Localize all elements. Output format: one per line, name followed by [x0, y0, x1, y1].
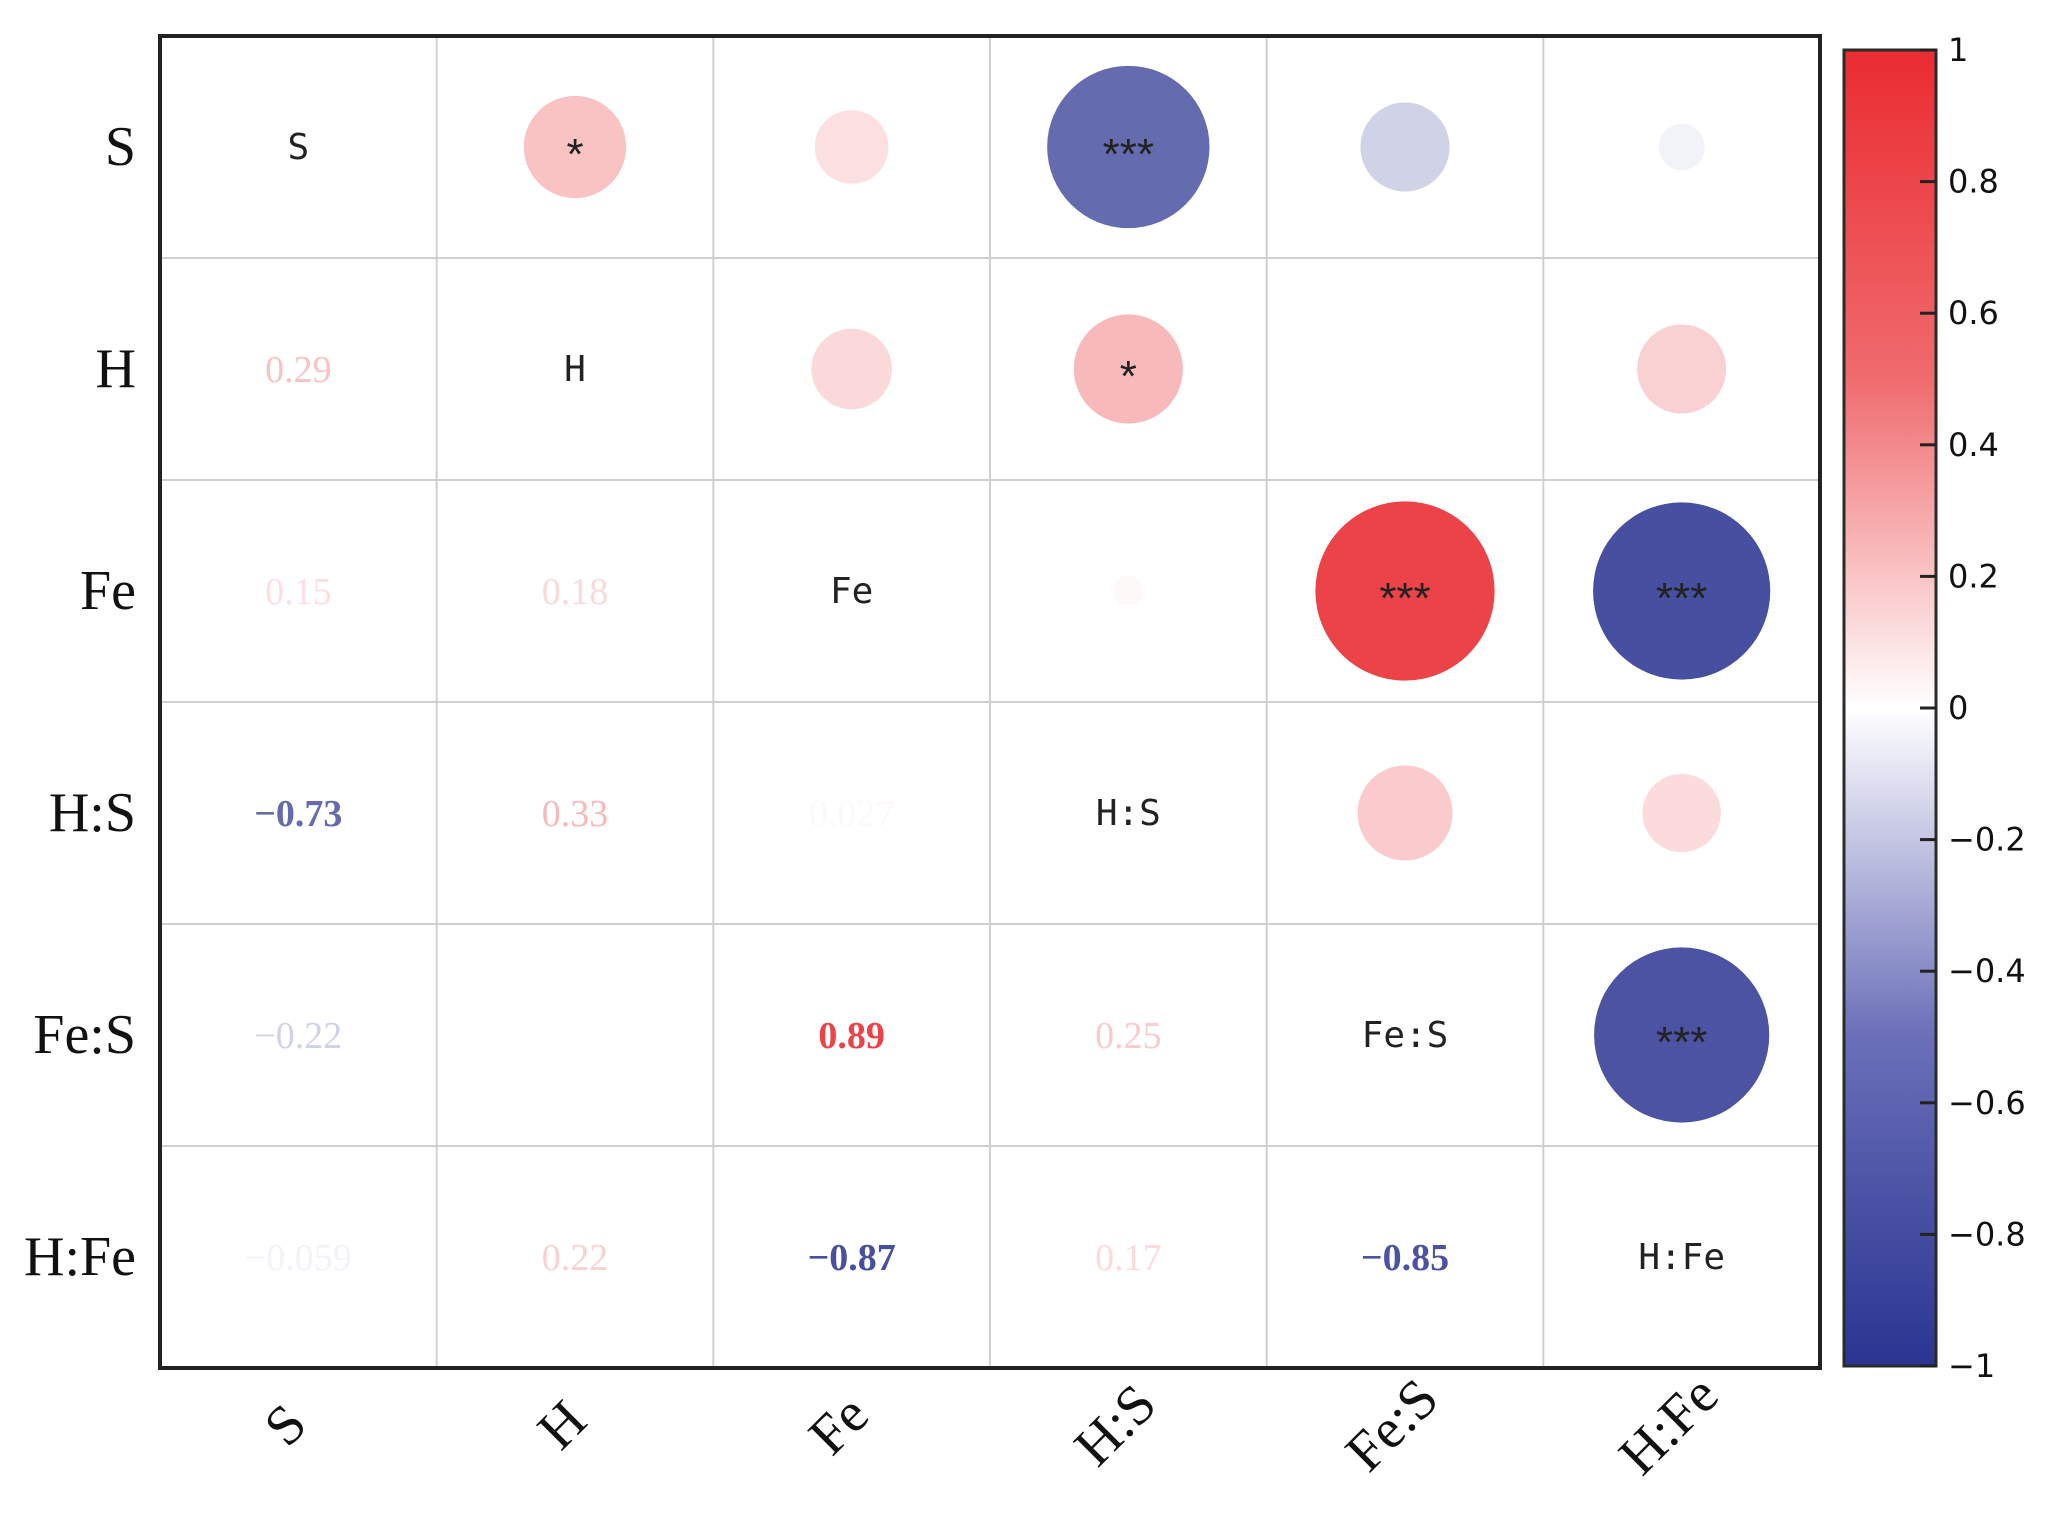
correlation-value-label: 0.29	[265, 349, 332, 391]
correlation-circle	[1315, 501, 1495, 681]
correlation-circle	[1637, 324, 1727, 414]
colorbar-tick-label: −0.2	[1948, 821, 2026, 859]
colorbar-tick-label: 0.2	[1948, 557, 1999, 595]
correlation-value-label: −0.87	[808, 1237, 896, 1279]
plot-frame	[158, 34, 1822, 1370]
correlation-value-label: 0.33	[542, 793, 609, 835]
significance-marker: ***	[1656, 1018, 1707, 1067]
diagonal-label-h-s: H:S	[1096, 793, 1161, 834]
correlation-circle	[1594, 947, 1770, 1123]
significance-marker: ***	[1656, 574, 1707, 623]
significance-marker: *	[566, 130, 583, 179]
colorbar-tick-label: 0	[1948, 689, 1968, 727]
correlation-value-label: −0.006	[522, 1015, 629, 1057]
correlation-circle	[1658, 123, 1705, 171]
correlation-value-label: −0.73	[254, 793, 342, 835]
row-label-s: S	[105, 116, 136, 178]
correlation-value-label: 0.027	[809, 793, 895, 835]
correlation-circle	[1593, 502, 1771, 680]
correlation-value-label: −0.059	[245, 1237, 352, 1279]
row-label-h: H	[96, 338, 136, 400]
row-label-h-s: H:S	[49, 782, 136, 844]
row-label-fe: Fe	[80, 560, 136, 622]
cells-layer	[523, 65, 1771, 1123]
column-label-s: S	[253, 1392, 319, 1458]
correlation-value-label: 0.22	[542, 1237, 609, 1279]
grid-layer	[158, 34, 1822, 1370]
column-label-fe: Fe	[797, 1384, 880, 1467]
correlation-circle	[1397, 361, 1413, 377]
colorbar-tick-label: 0.4	[1948, 426, 1999, 464]
colorbar-tick-label: −0.4	[1948, 952, 2026, 990]
correlation-value-label: 0.89	[818, 1015, 885, 1057]
correlation-value-label: −0.85	[1361, 1237, 1449, 1279]
diagonal-label-s: S	[287, 127, 309, 168]
correlation-value-label: 0.25	[1095, 1015, 1162, 1057]
correlation-circle	[1357, 765, 1453, 861]
correlation-circle	[814, 110, 889, 184]
correlation-value-label: −0.22	[254, 1015, 342, 1057]
labels-layer: S * ***0.29 H *0.15 0.18 Fe *** ***−0.73 0.33 0.02…	[24, 116, 1730, 1487]
row-label-h-fe: H:Fe	[24, 1226, 136, 1288]
diagonal-label-h-fe: H:Fe	[1638, 1237, 1725, 1278]
correlation-circle	[811, 328, 892, 410]
correlation-value-label: 0.17	[1095, 1237, 1162, 1279]
colorbar-tick-label: 0.6	[1948, 294, 1999, 332]
correlation-circle	[1047, 65, 1210, 229]
correlation-circle	[523, 95, 627, 199]
correlation-value-label: 0.15	[265, 571, 332, 613]
colorbar-tick-label: 0.8	[1948, 163, 1999, 201]
colorbar-tick-label: −1	[1948, 1347, 1995, 1385]
significance-marker: ***	[1103, 130, 1154, 179]
correlation-circle	[1112, 575, 1144, 607]
correlation-circle	[1642, 773, 1721, 853]
column-label-h-s: H:S	[1063, 1373, 1168, 1478]
colorbar-tick-label: −0.8	[1948, 1215, 2026, 1253]
diagonal-label-fe-s: Fe:S	[1362, 1015, 1449, 1056]
correlation-value-label: 0.18	[542, 571, 609, 613]
diagonal-label-h: H	[564, 349, 586, 390]
colorbar-tick-label: −0.6	[1948, 1084, 2026, 1122]
correlation-circle	[1360, 102, 1450, 192]
column-label-fe-s: Fe:S	[1334, 1367, 1450, 1483]
significance-marker: *	[1120, 352, 1137, 401]
colorbar: 1 0.8 0.6 0.4 0.2 0 −0.2 −0.4 −0.6 −0.8 −1	[1842, 31, 2026, 1385]
colorbar-tick-label: 1	[1948, 31, 1968, 69]
diagonal-label-fe: Fe	[830, 571, 873, 612]
correlation-circle	[1073, 314, 1183, 424]
column-label-h-fe: H:Fe	[1607, 1364, 1730, 1487]
column-label-h: H	[526, 1389, 598, 1461]
row-label-fe-s: Fe:S	[33, 1004, 136, 1066]
significance-marker: ***	[1379, 574, 1430, 623]
